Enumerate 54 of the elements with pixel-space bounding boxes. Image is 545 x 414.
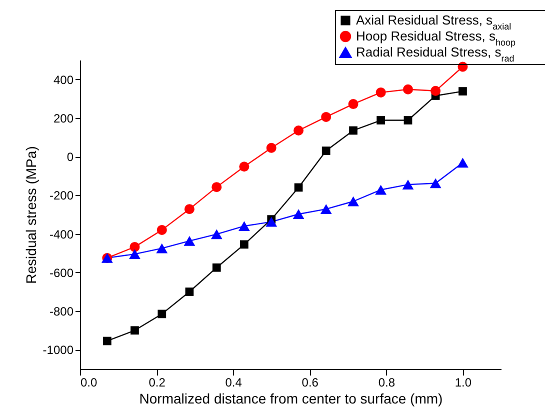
y-tick-label: 400 (53, 72, 74, 87)
y-tick-label: -600 (49, 266, 74, 280)
point (375, 184, 387, 195)
point (348, 196, 359, 206)
point (129, 249, 140, 260)
point (184, 236, 196, 246)
point (130, 326, 139, 335)
point (457, 158, 468, 168)
x-tick-label: 0.2 (148, 376, 166, 390)
point (292, 209, 304, 220)
point (210, 229, 222, 240)
x-tick-label: 0.8 (378, 376, 396, 390)
y-tick-label: -400 (49, 227, 74, 242)
point (348, 99, 358, 110)
point (212, 263, 221, 272)
y-tick-label: 200 (53, 111, 74, 126)
point (156, 224, 167, 235)
point (294, 126, 304, 136)
point (402, 84, 413, 94)
x-tick-label: 0.6 (302, 376, 319, 390)
point (266, 142, 276, 153)
point (320, 204, 332, 214)
y-axis-title: Residual stress (MPa) (22, 146, 39, 284)
y-tick-label: 0 (66, 150, 74, 164)
point (402, 180, 414, 190)
point (430, 178, 442, 188)
point (458, 87, 467, 96)
y-tick-label: -200 (49, 188, 74, 203)
y-tick-label: -1000 (42, 343, 74, 358)
point (185, 288, 194, 296)
point (322, 146, 330, 155)
point (404, 116, 412, 124)
x-axis-title: Normalized distance from center to surface (mm) (139, 390, 443, 406)
point (321, 112, 332, 122)
point (430, 86, 441, 96)
x-tick-label: 0.4 (225, 376, 242, 390)
point (212, 182, 222, 192)
point (238, 221, 250, 232)
x-tick-label: 0.0 (80, 376, 98, 390)
point (240, 240, 248, 249)
y-tick-label: -800 (49, 304, 74, 319)
point (266, 216, 278, 227)
x-tick-label: 1.0 (454, 376, 472, 390)
legend-label: Axial Residual Stress, s$_{axial}$ (356, 12, 512, 32)
point (184, 204, 194, 214)
point (376, 87, 386, 98)
point (239, 162, 250, 172)
point (349, 126, 358, 135)
point (156, 243, 168, 254)
point (130, 242, 140, 252)
point (376, 116, 386, 124)
point (102, 336, 112, 346)
point (158, 310, 166, 318)
point (294, 183, 303, 192)
